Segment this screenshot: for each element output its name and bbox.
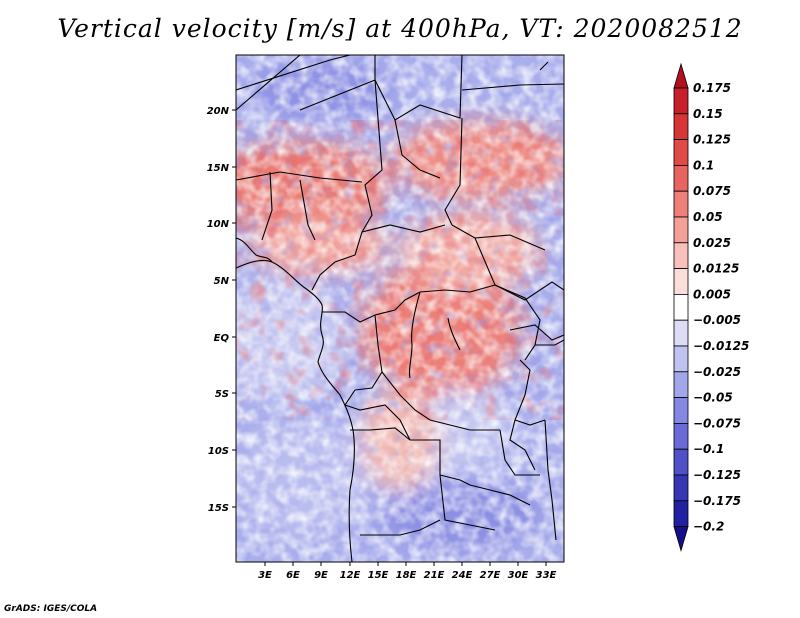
- grads-credit: GrADS: IGES/COLA: [4, 604, 98, 614]
- lon-label: 18E: [396, 570, 417, 581]
- colorbar-swatch: [673, 268, 689, 295]
- colorbar-swatch: [673, 500, 689, 527]
- colorbar-label: −0.1: [693, 442, 724, 456]
- colorbar-label: 0.0125: [693, 262, 739, 276]
- colorbar-swatch: [673, 242, 689, 270]
- colorbar-label: −0.005: [693, 313, 741, 327]
- colorbar-label: 0.125: [693, 133, 731, 147]
- colorbar-label: −0.0125: [693, 339, 749, 353]
- colorbar-label: −0.05: [693, 391, 733, 405]
- longitude-axis: 3E 6E 9E 12E 15E 18E 21E 24E 27E 30E 33E: [258, 562, 557, 581]
- colorbar-max-arrow: [673, 62, 689, 89]
- colorbar: 0.175 0.15 0.125 0.1 0.075 0.05 0.025 0.0125 0.0…: [673, 62, 749, 553]
- colorbar-swatch: [673, 87, 689, 115]
- lon-label: 15E: [368, 570, 389, 581]
- lat-label: 10N: [207, 219, 230, 230]
- colorbar-label: −0.125: [693, 468, 741, 482]
- country-borders: [236, 55, 564, 562]
- colorbar-label: 0.025: [693, 236, 731, 250]
- map-title: Vertical velocity [m/s] at 400hPa, VT: 2…: [57, 14, 743, 43]
- lon-label: 12E: [340, 570, 361, 581]
- vertical-velocity-field: [236, 55, 564, 562]
- lon-label: 24E: [452, 570, 473, 581]
- lat-label: 10S: [208, 446, 229, 457]
- colorbar-swatch: [673, 139, 689, 166]
- colorbar-swatch: [673, 371, 689, 398]
- colorbar-swatch: [673, 113, 689, 141]
- colorbar-label: −0.025: [693, 365, 741, 379]
- colorbar-label: 0.15: [693, 107, 723, 121]
- lon-label: 6E: [286, 570, 300, 581]
- colorbar-swatch: [673, 190, 689, 218]
- colorbar-swatch: [673, 345, 689, 373]
- colorbar-swatch: [673, 448, 689, 476]
- colorbar-label: 0.005: [693, 287, 731, 301]
- lat-label: 20N: [207, 106, 230, 117]
- lon-label: 30E: [508, 570, 529, 581]
- colorbar-swatch: [673, 164, 689, 192]
- lon-label: 3E: [258, 570, 272, 581]
- latitude-axis: 20N 15N 10N 5N EQ 5S 10S 15S: [207, 106, 236, 514]
- lat-label: 5S: [215, 389, 229, 400]
- colorbar-label: 0.1: [693, 158, 714, 172]
- colorbar-min-arrow: [673, 526, 689, 553]
- colorbar-label: 0.05: [693, 210, 723, 224]
- lon-label: 27E: [480, 570, 501, 581]
- colorbar-swatch: [673, 293, 689, 321]
- lat-label: EQ: [214, 333, 230, 344]
- colorbar-swatch: [673, 216, 689, 244]
- colorbar-label: −0.175: [693, 494, 741, 508]
- colorbar-label: −0.2: [693, 520, 724, 534]
- colorbar-label: 0.075: [693, 184, 731, 198]
- lat-label: 15N: [207, 163, 230, 174]
- colorbar-swatch: [673, 474, 689, 502]
- colorbar-swatch: [673, 319, 689, 347]
- plot-frame: [235, 54, 565, 563]
- colorbar-swatch: [673, 422, 689, 450]
- lon-label: 21E: [424, 570, 445, 581]
- lat-label: 15S: [208, 503, 229, 514]
- colorbar-label: −0.075: [693, 416, 741, 430]
- colorbar-swatch: [673, 397, 689, 424]
- lat-label: 5N: [214, 276, 230, 287]
- lon-label: 33E: [536, 570, 557, 581]
- colorbar-label: 0.175: [693, 81, 731, 95]
- lon-label: 9E: [314, 570, 328, 581]
